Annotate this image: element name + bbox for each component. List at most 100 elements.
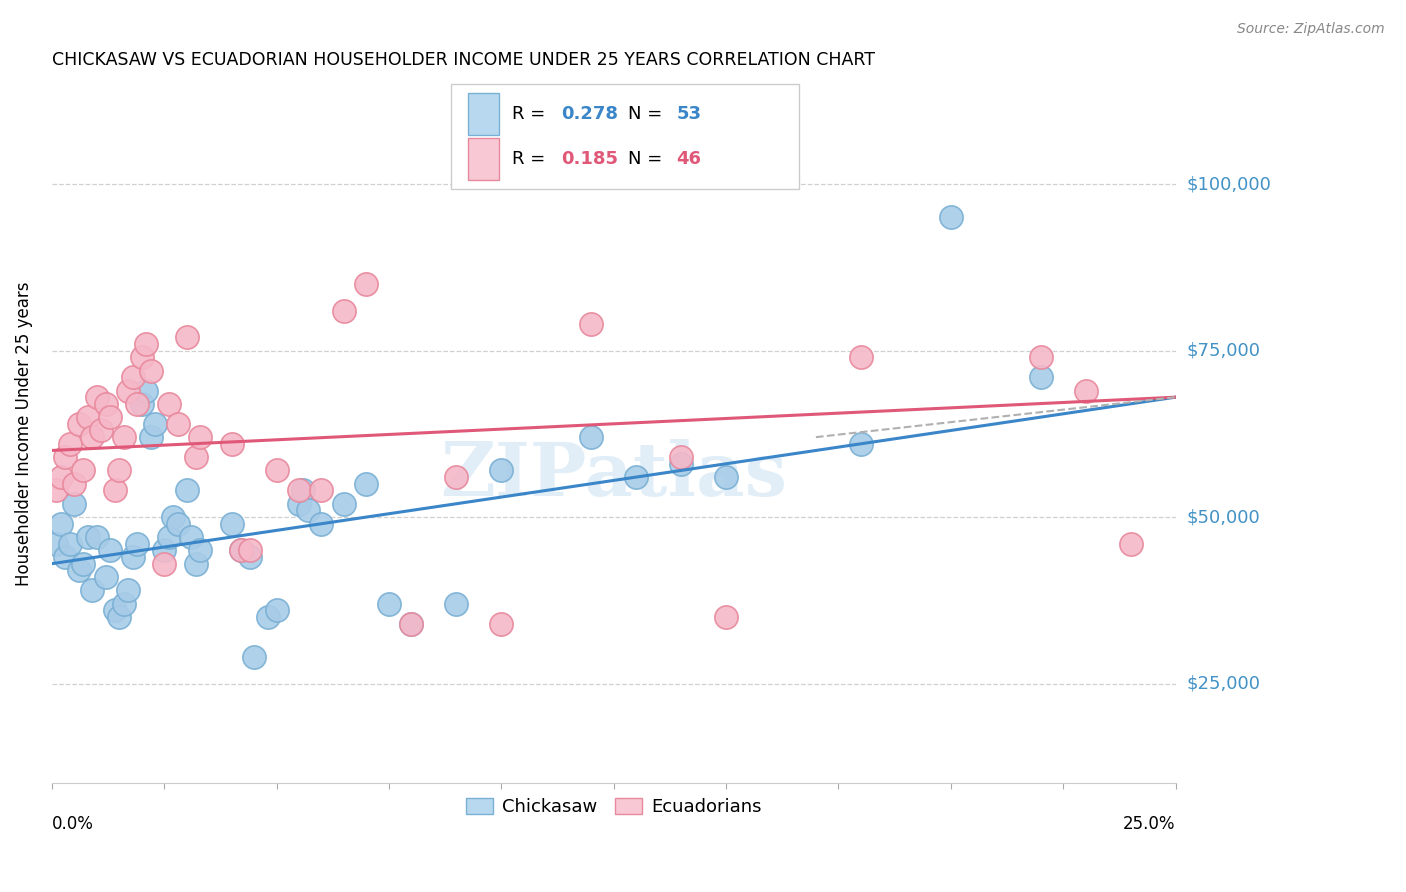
Point xyxy=(67,417,90,431)
Text: CHICKASAW VS ECUADORIAN HOUSEHOLDER INCOME UNDER 25 YEARS CORRELATION CHART: CHICKASAW VS ECUADORIAN HOUSEHOLDER INCO… xyxy=(52,51,875,69)
Point xyxy=(238,543,260,558)
Point xyxy=(143,417,166,431)
Point xyxy=(180,530,202,544)
Point xyxy=(166,516,188,531)
Point xyxy=(188,543,211,558)
Point xyxy=(127,397,149,411)
Point xyxy=(446,597,468,611)
Point xyxy=(356,277,378,291)
Point xyxy=(82,430,104,444)
Point xyxy=(714,610,737,624)
Point xyxy=(401,616,423,631)
Text: N =: N = xyxy=(628,150,668,168)
Point xyxy=(139,363,162,377)
Point xyxy=(117,384,139,398)
Point xyxy=(669,457,692,471)
Point xyxy=(491,463,513,477)
Text: R =: R = xyxy=(513,150,551,168)
FancyBboxPatch shape xyxy=(468,138,499,180)
Text: 0.278: 0.278 xyxy=(561,105,617,123)
Point xyxy=(108,463,131,477)
Point xyxy=(162,510,184,524)
Point xyxy=(76,410,98,425)
Point xyxy=(157,397,180,411)
Point xyxy=(292,483,315,498)
Point xyxy=(53,549,76,564)
Point xyxy=(378,597,401,611)
Point xyxy=(72,463,94,477)
Point xyxy=(624,470,647,484)
Point xyxy=(135,384,157,398)
Point xyxy=(176,330,198,344)
Text: 25.0%: 25.0% xyxy=(1123,815,1175,833)
Point xyxy=(243,649,266,664)
Text: $25,000: $25,000 xyxy=(1187,674,1261,692)
Point xyxy=(221,437,243,451)
Point xyxy=(135,337,157,351)
Point xyxy=(67,563,90,577)
Point xyxy=(229,543,252,558)
Point xyxy=(72,557,94,571)
Point xyxy=(86,390,108,404)
Point xyxy=(94,397,117,411)
Text: N =: N = xyxy=(628,105,668,123)
Point xyxy=(112,430,135,444)
Point xyxy=(153,543,176,558)
Point xyxy=(76,530,98,544)
Point xyxy=(59,437,82,451)
Point xyxy=(45,483,67,498)
Point xyxy=(108,610,131,624)
Point xyxy=(131,350,153,364)
Point xyxy=(63,476,86,491)
Point xyxy=(53,450,76,464)
Point xyxy=(333,497,356,511)
Text: ZIPatlas: ZIPatlas xyxy=(440,439,787,512)
Point xyxy=(1029,350,1052,364)
Point xyxy=(333,303,356,318)
Point xyxy=(714,470,737,484)
Point xyxy=(188,430,211,444)
Point xyxy=(45,537,67,551)
Point xyxy=(98,543,121,558)
Point xyxy=(49,470,72,484)
Text: Source: ZipAtlas.com: Source: ZipAtlas.com xyxy=(1237,22,1385,37)
Point xyxy=(288,483,311,498)
Point xyxy=(117,583,139,598)
Point xyxy=(491,616,513,631)
FancyBboxPatch shape xyxy=(451,84,799,189)
Point xyxy=(90,424,112,438)
Point xyxy=(104,483,127,498)
Text: $75,000: $75,000 xyxy=(1187,342,1261,359)
Text: 53: 53 xyxy=(676,105,702,123)
Point xyxy=(121,370,143,384)
Point xyxy=(184,450,207,464)
Point xyxy=(157,530,180,544)
Point xyxy=(311,516,333,531)
Text: $100,000: $100,000 xyxy=(1187,175,1271,193)
Text: 0.185: 0.185 xyxy=(561,150,617,168)
Point xyxy=(849,437,872,451)
Text: 46: 46 xyxy=(676,150,702,168)
Point xyxy=(98,410,121,425)
Point xyxy=(669,450,692,464)
Point xyxy=(266,603,288,617)
Point xyxy=(579,317,602,331)
Point xyxy=(266,463,288,477)
Point xyxy=(176,483,198,498)
Point xyxy=(104,603,127,617)
Point xyxy=(288,497,311,511)
Legend: Chickasaw, Ecuadorians: Chickasaw, Ecuadorians xyxy=(458,790,769,823)
Text: $50,000: $50,000 xyxy=(1187,508,1260,526)
Point xyxy=(256,610,278,624)
Point xyxy=(849,350,872,364)
Point xyxy=(121,549,143,564)
Point xyxy=(59,537,82,551)
Point xyxy=(131,397,153,411)
Point xyxy=(86,530,108,544)
Point xyxy=(82,583,104,598)
Point xyxy=(297,503,319,517)
Point xyxy=(221,516,243,531)
Point xyxy=(1074,384,1097,398)
Point xyxy=(127,537,149,551)
Point xyxy=(311,483,333,498)
